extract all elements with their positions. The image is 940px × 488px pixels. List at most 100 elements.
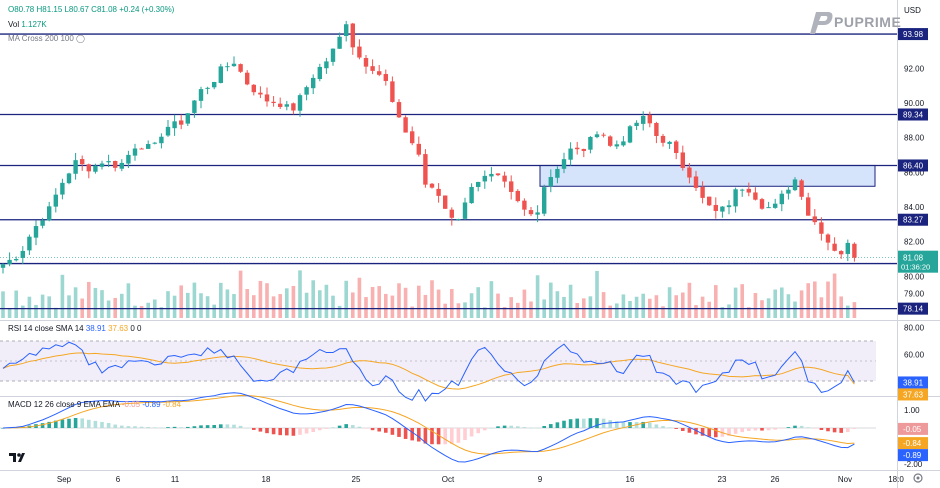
candle-body — [231, 63, 237, 67]
volume-bar — [654, 295, 659, 318]
volume-bar — [443, 303, 447, 318]
time-tick-label: Sep — [57, 475, 72, 484]
candle-body — [185, 113, 190, 124]
macd-tick-label: -2.00 — [904, 460, 923, 469]
candle-body — [812, 216, 817, 223]
volume-bar — [238, 270, 243, 318]
volume-bar — [608, 305, 612, 318]
volume-bar — [232, 294, 236, 318]
volume-bar — [298, 270, 302, 318]
macd-hist-bar — [47, 421, 51, 428]
price-tick-label: 82.00 — [904, 238, 925, 247]
price-tick-label: 80.00 — [904, 272, 925, 281]
candle-body — [575, 147, 580, 150]
volume-bar — [377, 286, 381, 318]
macd-hist-bar — [331, 427, 335, 428]
volume-bar — [819, 297, 824, 318]
candle-body — [852, 243, 857, 258]
candle-body — [20, 250, 25, 258]
volume-bar — [529, 301, 533, 318]
volume-bar — [733, 287, 738, 318]
candle-body — [627, 126, 633, 143]
macd-hist-bar — [575, 418, 579, 428]
macd-hist-bar — [786, 427, 791, 428]
macd-hist-bar — [740, 428, 744, 433]
volume-bar — [265, 283, 269, 318]
volume-bar — [1, 291, 5, 318]
macd-hist-bar — [192, 426, 197, 428]
macd-hist-bar — [469, 428, 474, 437]
countdown-label: 01:36:20 — [901, 263, 930, 272]
volume-bar — [139, 306, 144, 318]
candle-body — [80, 159, 85, 165]
macd-hist-bar — [509, 425, 513, 428]
last-price-label: 81.08 — [903, 254, 924, 263]
currency-label[interactable]: USD — [904, 6, 921, 15]
volume-bar — [21, 305, 25, 318]
macd-hist-bar — [139, 426, 144, 428]
ma-cross-legend[interactable]: MA Cross 200 100 ◯ — [8, 34, 85, 43]
macd-hist-bar — [1, 428, 5, 429]
candle-body — [7, 259, 12, 265]
candle-body — [40, 220, 45, 226]
volume-bar — [120, 293, 124, 318]
candle-body — [753, 192, 758, 200]
candle-body — [258, 92, 263, 95]
macd-hist-bar — [298, 428, 302, 435]
volume-bar — [806, 283, 810, 318]
candle-body — [522, 200, 527, 210]
candle-body — [324, 61, 329, 69]
macd-hist-bar — [714, 428, 718, 438]
volume-bar — [285, 288, 289, 318]
candle-body — [99, 163, 105, 167]
macd-hist-bar — [40, 423, 45, 428]
candle-body — [238, 64, 243, 72]
candle-body — [390, 81, 395, 102]
volume-bar — [681, 292, 685, 318]
macd-hist-bar — [232, 424, 236, 428]
candle-body — [792, 179, 798, 191]
volume-bar — [27, 296, 32, 318]
candle-body — [773, 203, 778, 208]
tradingview-logo-icon[interactable] — [9, 453, 25, 462]
eye-off-icon[interactable]: ◯ — [76, 34, 85, 43]
volume-layer — [1, 270, 857, 318]
volume-bar — [634, 296, 639, 318]
candle-body — [687, 167, 692, 178]
settings-gear-icon[interactable] — [913, 473, 923, 483]
macd-hist-bar — [588, 418, 593, 428]
macd-hist-bar — [146, 427, 150, 428]
macd-hist-bar — [153, 427, 157, 428]
volume-bar — [40, 294, 45, 318]
candle-body — [126, 154, 131, 164]
candle-body — [654, 122, 659, 137]
candle-body — [660, 135, 666, 143]
macd-label: MACD 12 26 close 9 EMA EMA — [8, 400, 120, 409]
macd-hist-bar — [535, 427, 540, 429]
candle-body — [350, 23, 355, 48]
macd-hist-bar — [648, 422, 652, 428]
rsi-legend: RSI 14 close SMA 14 38.91 37.63 0 0 — [8, 324, 141, 333]
candle-body — [456, 218, 461, 220]
candle-body — [192, 100, 197, 113]
macd-hist-bar — [608, 420, 612, 428]
macd-hist-bar — [423, 428, 428, 444]
candle-body — [786, 189, 791, 194]
candle-body — [33, 226, 39, 238]
volume-bar — [588, 296, 593, 318]
candle-body — [436, 188, 441, 196]
price-tick-label: 86.00 — [904, 168, 925, 177]
macd-hist-bar — [311, 428, 315, 432]
macd-hist-bar — [733, 428, 738, 434]
volume-bar — [384, 293, 388, 318]
time-tick-label: 9 — [538, 475, 543, 484]
volume-bar — [813, 281, 817, 318]
macd-hist-bar — [133, 426, 137, 428]
volume-bar — [720, 307, 725, 318]
volume-bar — [318, 290, 322, 318]
candle-body — [370, 66, 375, 71]
candle-body — [588, 136, 593, 150]
price-tick-label: 79.00 — [904, 290, 925, 299]
volume-bar — [179, 285, 183, 318]
